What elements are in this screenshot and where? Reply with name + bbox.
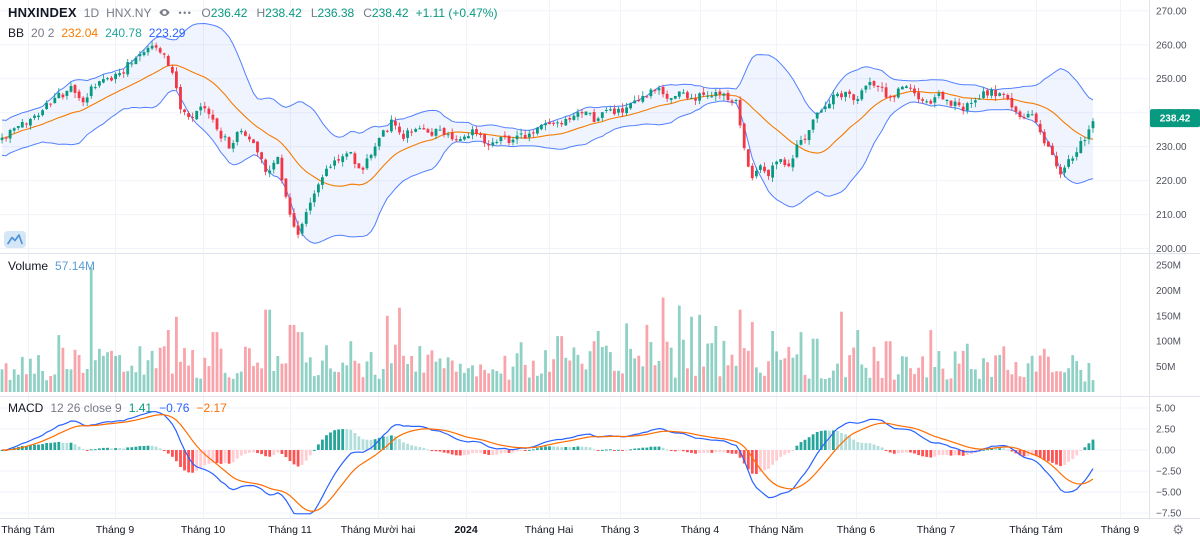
- macd-title[interactable]: MACD: [8, 401, 44, 415]
- ohlc-open: O236.42: [201, 5, 248, 20]
- bb-indicator-legend: BB 20 2 232.04 240.78 223.29: [8, 26, 185, 40]
- volume-tick-label: 150M: [1156, 311, 1181, 322]
- time-axis-label: Tháng 9: [96, 524, 135, 536]
- macd-tick-label: −5.00: [1156, 488, 1182, 499]
- candlestick-series: [0, 41, 1095, 239]
- ohlc-close: C238.42: [363, 5, 409, 20]
- price-tick-label: 230.00: [1156, 142, 1187, 153]
- time-axis-label: Tháng Mười hai: [341, 524, 416, 536]
- price-tick-label: 270.00: [1156, 6, 1187, 17]
- price-axis[interactable]: 270.00260.00250.00240.00230.00220.00210.…: [1150, 6, 1200, 520]
- price-tick-label: 260.00: [1156, 40, 1187, 51]
- symbol-name[interactable]: HNXINDEX: [8, 5, 77, 20]
- ohlc-high: H238.42: [256, 5, 302, 20]
- volume-value: 57.14M: [55, 259, 96, 273]
- time-axis-label: Tháng 6: [837, 524, 876, 536]
- time-axis-label: Tháng 4: [681, 524, 720, 536]
- panel-separators: [0, 0, 1200, 519]
- price-tick-label: 250.00: [1156, 74, 1187, 85]
- macd-tick-label: −2.50: [1156, 467, 1182, 478]
- volume-title[interactable]: Volume: [8, 259, 49, 273]
- time-axis-label: Tháng 10: [181, 524, 226, 536]
- bb-title[interactable]: BB: [8, 26, 25, 40]
- bb-params: 20 2: [31, 26, 55, 40]
- macd-params: 12 26 close 9: [50, 401, 122, 415]
- volume-indicator-legend: Volume 57.14M: [8, 259, 95, 273]
- macd-hist-value: 1.41: [128, 401, 153, 415]
- macd-tick-label: 5.00: [1156, 404, 1176, 415]
- volume-tick-label: 100M: [1156, 337, 1181, 348]
- time-axis-label: Tháng 11: [268, 524, 312, 536]
- macd-tick-label: −7.50: [1156, 509, 1182, 520]
- visibility-eye-icon[interactable]: [158, 6, 171, 19]
- ohlc-low: L236.38: [310, 5, 355, 20]
- macd-signal-value: −2.17: [196, 401, 227, 415]
- bb-lower-value: 223.29: [148, 26, 186, 40]
- time-axis-label: Tháng Năm: [749, 524, 804, 536]
- macd-series: [0, 411, 1095, 515]
- bb-upper-value: 240.78: [105, 26, 142, 40]
- settings-gear-icon[interactable]: ⚙: [1172, 522, 1184, 537]
- macd-line-value: −0.76: [159, 401, 190, 415]
- time-axis-label: Tháng 9: [1101, 524, 1140, 536]
- exchange-name[interactable]: HNX.NY: [106, 5, 152, 20]
- interval-selector[interactable]: 1D: [83, 5, 100, 20]
- price-tick-label: 210.00: [1156, 210, 1187, 221]
- time-axis-label: Tháng Tám: [1, 524, 55, 536]
- time-axis-label: Tháng 7: [917, 524, 956, 536]
- time-axis[interactable]: Tháng Tám Tháng 9 Tháng 10 Tháng 11 Tháng Mư…: [1, 524, 1139, 536]
- pane-logo-icon[interactable]: [4, 231, 26, 248]
- macd-indicator-legend: MACD 12 26 close 9 1.41 −0.76 −2.17: [8, 401, 227, 415]
- bollinger-bands: [1, 22, 1094, 244]
- bb-basis-value: 232.04: [61, 26, 99, 40]
- price-tick-label: 200.00: [1156, 244, 1187, 255]
- time-axis-label: Tháng Tám: [1009, 524, 1063, 536]
- macd-tick-label: 2.50: [1156, 425, 1176, 436]
- volume-tick-label: 50M: [1156, 362, 1175, 373]
- price-tick-label: 220.00: [1156, 176, 1187, 187]
- time-axis-label: Tháng 3: [601, 524, 640, 536]
- price-change: +1.11 (+0.47%): [415, 5, 498, 20]
- time-axis-label: 2024: [454, 524, 478, 536]
- volume-tick-label: 200M: [1156, 286, 1181, 297]
- last-price-badge: [1150, 109, 1200, 128]
- symbol-legend: HNXINDEX 1D HNX.NY ••• O236.42 H238.42 L…: [8, 5, 497, 20]
- macd-tick-label: 0.00: [1156, 446, 1176, 457]
- volume-series: [0, 267, 1095, 392]
- last-price-badge-value: 238.42: [1160, 114, 1191, 125]
- time-axis-label: Tháng Hai: [525, 524, 573, 536]
- more-options-icon[interactable]: •••: [178, 7, 193, 18]
- volume-tick-label: 250M: [1156, 261, 1181, 272]
